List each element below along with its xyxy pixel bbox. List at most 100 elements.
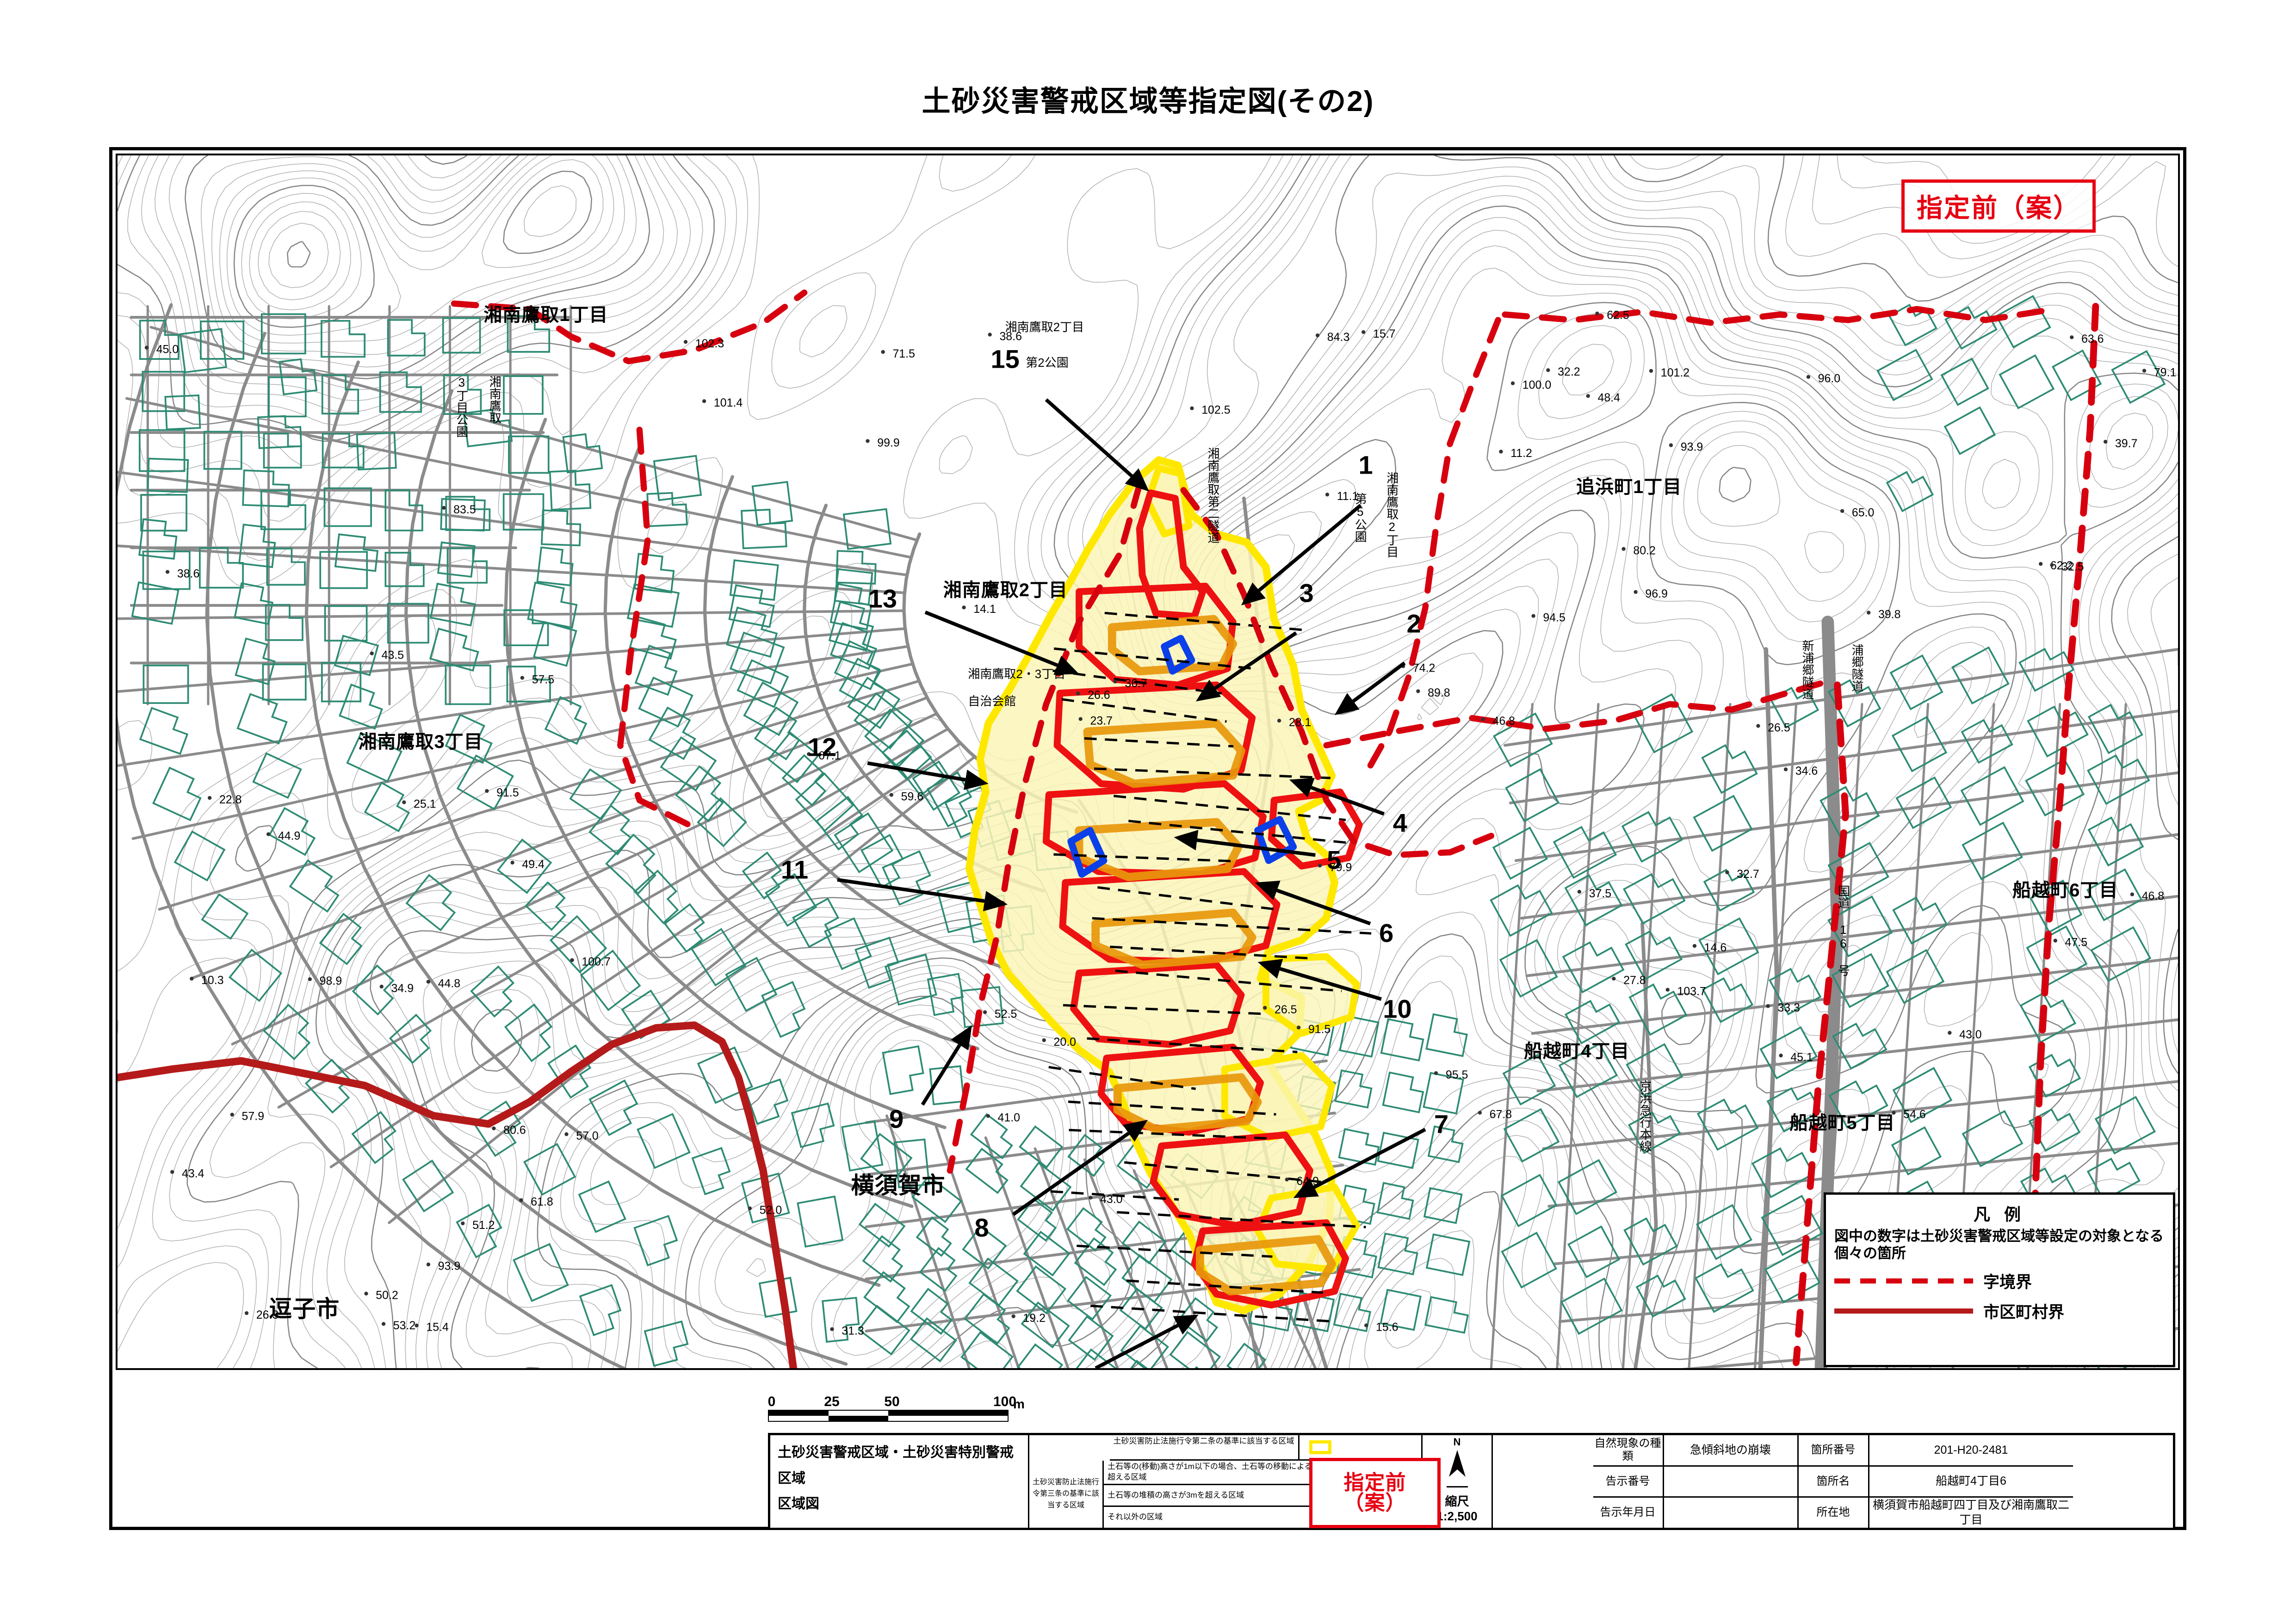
svg-text:11.1: 11.1	[1337, 490, 1359, 503]
info-table: 土砂災害警戒区域・土砂災害特別警戒区域 区域図 土砂災害防止法施行令第二条の基準…	[768, 1433, 2175, 1530]
svg-text:43.5: 43.5	[382, 649, 404, 662]
meta-value-phenomenon: 急傾斜地の崩壊	[1664, 1435, 1799, 1465]
map-label-16: 船越町4丁目	[1524, 1041, 1630, 1062]
map-label-18: 国道 16 号	[1836, 884, 1850, 976]
svg-text:89.8: 89.8	[1428, 686, 1450, 699]
meta-key-location-no: 箇所番号	[1799, 1435, 1869, 1465]
svg-text:20.0: 20.0	[1054, 1036, 1077, 1049]
callout-number-11: 11	[780, 855, 809, 884]
svg-text:100.0: 100.0	[1522, 379, 1551, 392]
north-arrow-cell: N	[1446, 1435, 1468, 1487]
svg-text:46.8: 46.8	[2142, 890, 2165, 903]
legend-description: 図中の数字は土砂災害警戒区域等設定の対象となる個々の箇所	[1834, 1228, 2164, 1261]
criteria-text-accumulation: 土石等の堆積の高さが3mを超える区域	[1108, 1490, 1244, 1500]
meta-value-notice-no	[1664, 1466, 1799, 1497]
svg-text:32.2: 32.2	[1558, 365, 1580, 378]
scale-tick-50: 50	[884, 1394, 900, 1409]
svg-text:38.6: 38.6	[999, 330, 1022, 343]
svg-text:84.3: 84.3	[1327, 331, 1350, 344]
map-label-2: 湘南鷹取3丁目	[358, 731, 483, 752]
map-label-11: 自治会館	[968, 694, 1016, 709]
svg-text:37.5: 37.5	[1589, 887, 1612, 900]
callout-number-6: 6	[1379, 918, 1394, 948]
callout-number-5: 5	[1327, 845, 1342, 875]
svg-text:67.8: 67.8	[1490, 1108, 1512, 1121]
criteria-group-label: 土砂災害防止法施行令第三条の基準に該当する区域	[1029, 1461, 1104, 1528]
svg-text:94.5: 94.5	[1543, 611, 1566, 624]
criteria-text-force: 土石等の(移動)高さが1m以下の場合、土石等の移動による力が100kN/m²を超…	[1108, 1462, 1370, 1481]
meta-row-notice-date: 告示年月日 所在地 横須賀市船越町四丁目及び湘南鷹取二丁目	[1593, 1498, 2073, 1528]
svg-text:52.5: 52.5	[995, 1007, 1017, 1020]
map-canvas: 27.8 32.7 93.9 43.4 11.1 94.5 100.7 23.7 22.8 46.…	[118, 155, 2178, 1368]
svg-text:22.8: 22.8	[219, 793, 242, 806]
scale-bar-graphic	[768, 1410, 1009, 1422]
scale-tick-0: 0	[767, 1394, 776, 1409]
north-letter: N	[1453, 1436, 1461, 1448]
status-badge-draft-stamp: 指定前（案）	[1901, 179, 2096, 233]
svg-text:93.9: 93.9	[438, 1260, 461, 1273]
scale-bar-ticks: 0 25 50 100	[768, 1394, 1027, 1410]
map-label-10: 湘南鷹取2・3丁目	[968, 666, 1066, 681]
svg-text:44.8: 44.8	[438, 977, 461, 990]
metadata-cell: 自然現象の種類 急傾斜地の崩壊 箇所番号 201-H20-2481 告示番号 箇…	[1493, 1435, 2173, 1528]
svg-text:101.4: 101.4	[714, 396, 743, 409]
north-scale-cell: N 縮尺 1:2,500	[1423, 1435, 1493, 1528]
legend-label-city: 市区町村界	[1983, 1303, 2065, 1322]
meta-key-location-name: 箇所名	[1799, 1466, 1869, 1497]
map-title-cell: 土砂災害警戒区域・土砂災害特別警戒区域 区域図	[770, 1435, 1029, 1528]
meta-key-address: 所在地	[1799, 1498, 1869, 1528]
svg-text:38.6: 38.6	[177, 567, 200, 580]
svg-text:43.0: 43.0	[1100, 1193, 1123, 1206]
svg-text:34.6: 34.6	[1795, 765, 1818, 778]
callout-number-3: 3	[1299, 578, 1314, 608]
svg-text:54.6: 54.6	[1903, 1108, 1926, 1121]
stamp-cell-line2: （案）	[1343, 1492, 1406, 1514]
svg-text:46.8: 46.8	[1493, 715, 1516, 728]
svg-text:57.0: 57.0	[576, 1129, 599, 1142]
legend-box: 凡 例 図中の数字は土砂災害警戒区域等設定の対象となる個々の箇所 字境界 市区町…	[1824, 1192, 2175, 1367]
map-label-20: 横須賀市	[851, 1172, 946, 1198]
svg-text:27.8: 27.8	[1623, 974, 1646, 987]
svg-text:45.1: 45.1	[1790, 1051, 1813, 1064]
legend-label-aza: 字境界	[1983, 1273, 2032, 1292]
criteria-text-article2: 土砂災害防止法施行令第二条の基準に該当する区域	[1113, 1437, 1294, 1445]
svg-text:39.7: 39.7	[2115, 437, 2138, 450]
meta-key-phenomenon: 自然現象の種類	[1593, 1435, 1664, 1465]
callout-number-15: 15	[990, 344, 1020, 374]
status-badge-table-stamp: 指定前 （案）	[1309, 1458, 1441, 1528]
svg-text:43.0: 43.0	[1959, 1028, 1982, 1041]
solid-line-icon	[1834, 1308, 1973, 1314]
stamp-cell-line1: 指定前	[1343, 1471, 1406, 1494]
callout-number-13: 13	[868, 584, 897, 613]
svg-text:47.5: 47.5	[2065, 936, 2088, 949]
map-frame[interactable]: 27.8 32.7 93.9 43.4 11.1 94.5 100.7 23.7 22.8 46.…	[116, 154, 2180, 1370]
svg-text:99.9: 99.9	[877, 436, 900, 449]
svg-text:91.5: 91.5	[1308, 1023, 1331, 1036]
meta-value-notice-date	[1664, 1498, 1799, 1528]
map-label-15: 船越町6丁目	[2012, 880, 2118, 901]
svg-text:98.9: 98.9	[320, 975, 342, 987]
svg-text:15.4: 15.4	[426, 1321, 449, 1334]
scale-tick-25: 25	[824, 1394, 840, 1409]
svg-text:74.2: 74.2	[1413, 661, 1436, 674]
map-label-19: 京浜急行本線	[1638, 1080, 1652, 1153]
svg-text:44.9: 44.9	[278, 829, 301, 842]
svg-text:11.2: 11.2	[1510, 447, 1532, 460]
svg-text:45.0: 45.0	[156, 343, 179, 356]
meta-value-location-no: 201-H20-2481	[1934, 1443, 2008, 1456]
map-label-13: 新浦郷隧道	[1801, 640, 1815, 700]
svg-text:26.5: 26.5	[1275, 1003, 1297, 1016]
svg-text:57.5: 57.5	[532, 673, 555, 686]
map-label-14: 浦郷隧道	[1850, 644, 1864, 692]
scale-label: 縮尺	[1445, 1494, 1469, 1508]
scale-bar: 0 25 50 100 m	[768, 1394, 1027, 1422]
callout-number-2: 2	[1406, 609, 1421, 638]
legend-row-city-boundary: 市区町村界	[1834, 1299, 2165, 1323]
criteria-text-other: それ以外の区域	[1108, 1512, 1163, 1522]
map-label-21: 逗子市	[269, 1296, 340, 1322]
boundaries	[118, 289, 2099, 1368]
svg-text:15.6: 15.6	[1376, 1321, 1399, 1333]
scale-bar-unit: m	[1013, 1397, 1025, 1411]
criteria-swatch-cell	[1298, 1435, 1341, 1459]
svg-text:33.3: 33.3	[1777, 1001, 1800, 1014]
